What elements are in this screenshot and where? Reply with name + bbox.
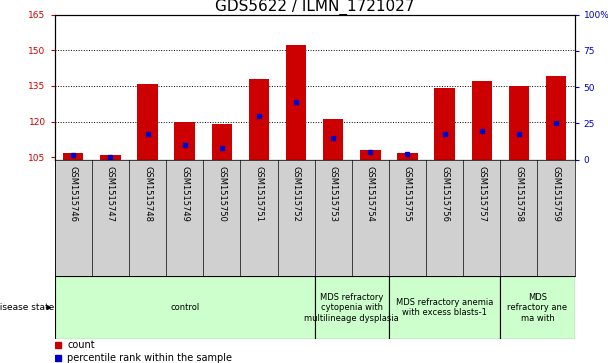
Bar — [434, 88, 455, 160]
Text: GSM1515752: GSM1515752 — [292, 166, 300, 221]
Bar — [472, 81, 492, 160]
Text: GSM1515756: GSM1515756 — [440, 166, 449, 221]
Text: GSM1515755: GSM1515755 — [403, 166, 412, 221]
Text: MDS refractory anemia
with excess blasts-1: MDS refractory anemia with excess blasts… — [396, 298, 493, 317]
Text: control: control — [170, 303, 199, 312]
Bar — [174, 122, 195, 160]
Bar — [500, 276, 575, 339]
Text: GSM1515754: GSM1515754 — [366, 166, 375, 221]
Text: GSM1515748: GSM1515748 — [143, 166, 152, 221]
Text: GSM1515747: GSM1515747 — [106, 166, 115, 221]
Text: MDS
refractory ane
ma with: MDS refractory ane ma with — [507, 293, 567, 323]
Bar — [212, 124, 232, 160]
Text: percentile rank within the sample: percentile rank within the sample — [67, 353, 232, 363]
Text: GSM1515749: GSM1515749 — [180, 166, 189, 221]
Bar — [389, 276, 500, 339]
Bar — [509, 86, 529, 160]
Text: GSM1515758: GSM1515758 — [514, 166, 523, 221]
Bar — [360, 150, 381, 160]
Text: GSM1515751: GSM1515751 — [254, 166, 263, 221]
Bar — [100, 155, 120, 160]
Bar — [286, 45, 306, 160]
Bar — [323, 119, 344, 160]
Text: disease state: disease state — [0, 303, 55, 312]
Text: GSM1515753: GSM1515753 — [329, 166, 337, 221]
Text: GSM1515757: GSM1515757 — [477, 166, 486, 221]
Bar — [249, 79, 269, 160]
Text: MDS refractory
cytopenia with
multilineage dysplasia: MDS refractory cytopenia with multilinea… — [305, 293, 399, 323]
Text: GSM1515746: GSM1515746 — [69, 166, 78, 221]
Text: GSM1515759: GSM1515759 — [551, 166, 561, 221]
Bar — [63, 152, 83, 160]
Text: count: count — [67, 340, 95, 350]
Text: GSM1515750: GSM1515750 — [217, 166, 226, 221]
Title: GDS5622 / ILMN_1721027: GDS5622 / ILMN_1721027 — [215, 0, 414, 15]
Bar — [137, 83, 157, 160]
Bar — [55, 276, 315, 339]
Bar — [315, 276, 389, 339]
Bar — [397, 152, 418, 160]
Bar — [546, 76, 566, 160]
